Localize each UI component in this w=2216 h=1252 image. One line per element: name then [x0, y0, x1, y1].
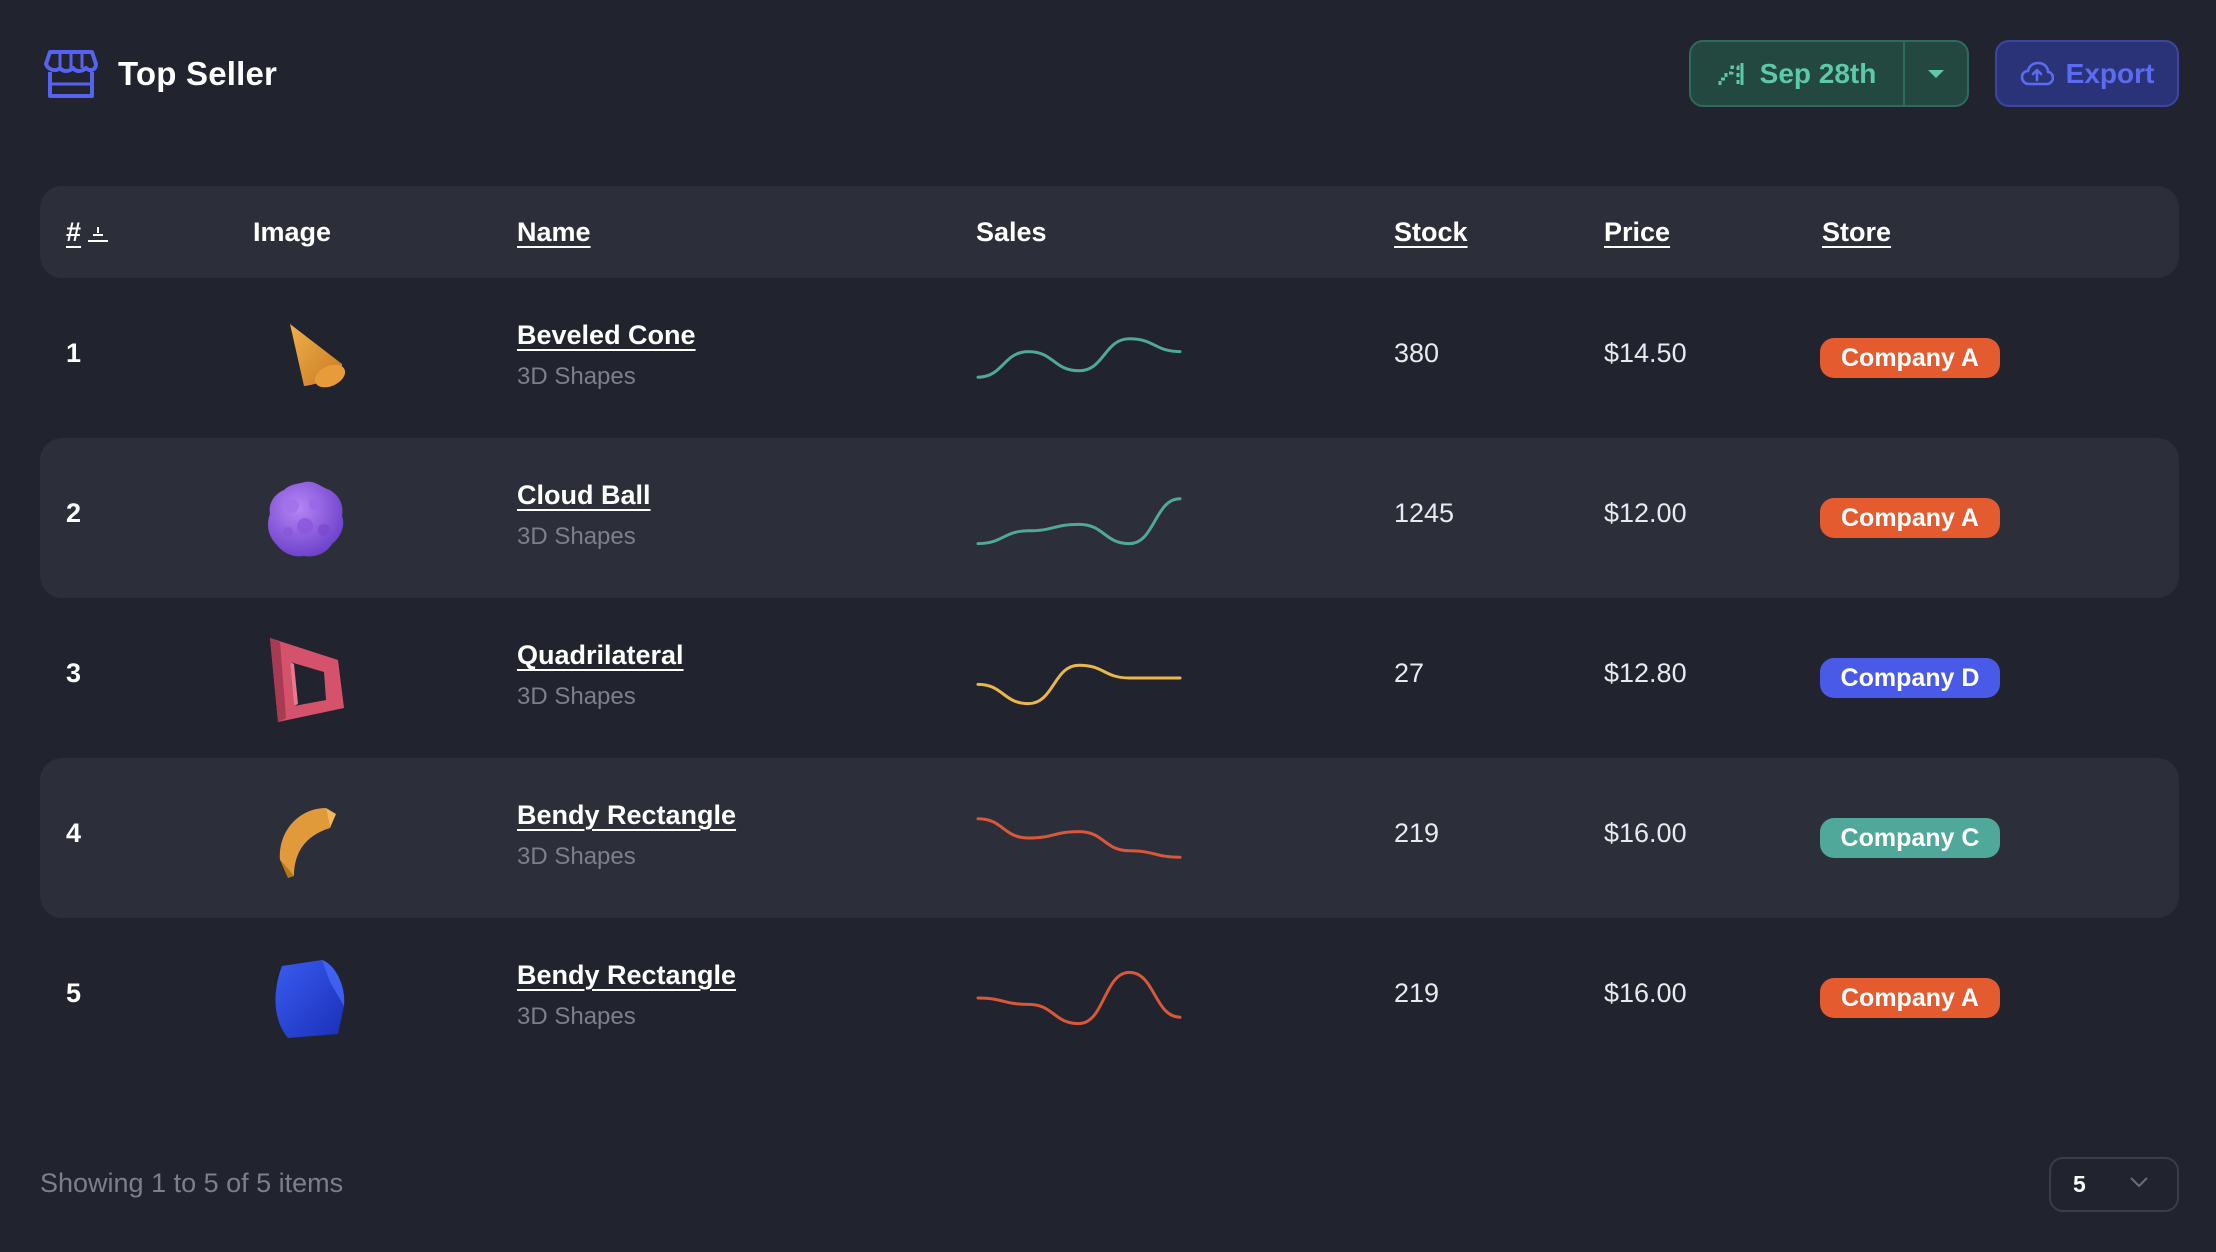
row-rank: 2	[66, 498, 82, 528]
store-icon	[44, 50, 98, 98]
stock-value: 1245	[1394, 498, 1455, 528]
row-rank: 1	[66, 338, 82, 368]
table-row[interactable]: 2 Cloud Ball 3D Shapes 1245 $12.00 Compa…	[40, 438, 2179, 598]
column-header-name[interactable]: Name	[517, 217, 591, 247]
sparkline-path	[976, 663, 1182, 706]
column-header-sales: Sales	[976, 217, 1047, 247]
pagination-summary: Showing 1 to 5 of 5 items	[40, 1168, 344, 1198]
date-dropdown-toggle[interactable]	[1903, 42, 1967, 105]
column-header-stock[interactable]: Stock	[1394, 217, 1468, 247]
store-badge: Company A	[1820, 338, 2000, 378]
product-category: 3D Shapes	[517, 523, 636, 550]
product-image-cube	[275, 960, 345, 1038]
price-value: $16.00	[1604, 818, 1687, 848]
column-header-price[interactable]: Price	[1604, 217, 1671, 247]
stock-value: 219	[1394, 818, 1440, 848]
page-title: Top Seller	[118, 55, 278, 92]
date-picker-button[interactable]: Sep 28th	[1689, 40, 1969, 107]
sales-sparkline	[976, 497, 1182, 546]
stock-value: 380	[1394, 338, 1440, 368]
product-image-cone	[290, 324, 346, 388]
top-seller-table: # Image Name Sales Stock Price Store 1 B…	[40, 186, 2179, 1078]
column-header-store[interactable]: Store	[1822, 217, 1892, 247]
table-row[interactable]: 1 Beveled Cone 3D Shapes 380 $14.50 Comp…	[40, 278, 2179, 438]
column-header-image: Image	[253, 217, 332, 247]
column-header-rank[interactable]: #	[66, 217, 109, 248]
page-size-select[interactable]: 5	[2049, 1157, 2179, 1212]
sparkline-path	[976, 497, 1182, 546]
stock-value: 219	[1394, 978, 1440, 1008]
product-name-link[interactable]: Cloud Ball	[517, 480, 651, 510]
date-button-main[interactable]: Sep 28th	[1691, 42, 1903, 105]
stock-value: 27	[1394, 658, 1425, 688]
export-button[interactable]: Export	[1995, 40, 2179, 107]
chevron-down-icon	[2130, 1177, 2148, 1188]
price-value: $16.00	[1604, 978, 1687, 1008]
caret-down-icon	[1928, 69, 1944, 78]
table-row[interactable]: 3 Quadrilateral 3D Shapes 27 $12.80 Comp…	[40, 598, 2179, 758]
product-name-link[interactable]: Beveled Cone	[517, 320, 696, 350]
date-label: Sep 28th	[1759, 57, 1877, 89]
row-rank: 4	[66, 818, 82, 848]
product-category: 3D Shapes	[517, 843, 636, 870]
sales-sparkline	[976, 970, 1182, 1026]
product-category: 3D Shapes	[517, 363, 636, 390]
sort-icon	[88, 227, 109, 242]
sparkline-path	[976, 970, 1182, 1026]
sales-sparkline	[976, 817, 1182, 859]
product-image-blob	[268, 481, 344, 557]
table-header: # Image Name Sales Stock Price Store	[40, 186, 2179, 278]
header: Top Seller Sep 28th Export	[40, 40, 2179, 108]
cloud-upload-icon	[2020, 61, 2054, 85]
price-value: $14.50	[1604, 338, 1687, 368]
product-name-link[interactable]: Bendy Rectangle	[517, 960, 737, 990]
page-size-value: 5	[2073, 1171, 2086, 1197]
row-rank: 3	[66, 658, 82, 688]
sparkline-path	[976, 337, 1182, 379]
product-category: 3D Shapes	[517, 1003, 636, 1030]
sales-sparkline	[976, 337, 1182, 379]
title-group: Top Seller	[44, 48, 277, 100]
store-badge: Company A	[1820, 498, 2000, 538]
product-name-link[interactable]: Bendy Rectangle	[517, 800, 737, 830]
table-row[interactable]: 5 Bendy Rectangle 3D Shapes 219 $16.00 C…	[40, 918, 2179, 1078]
product-image-arc	[279, 808, 336, 878]
sales-sparkline	[976, 663, 1182, 706]
row-rank: 5	[66, 978, 82, 1008]
export-label: Export	[2065, 57, 2155, 89]
store-badge: Company A	[1820, 978, 2000, 1018]
store-badge: Company D	[1820, 658, 2000, 698]
trend-icon	[1718, 62, 1744, 85]
table-row[interactable]: 4 Bendy Rectangle 3D Shapes 219 $16.00 C…	[40, 758, 2179, 918]
product-image-frame	[270, 638, 344, 722]
column-rank-label: #	[66, 217, 82, 247]
store-badge: Company C	[1820, 818, 2000, 858]
sparkline-path	[976, 817, 1182, 859]
price-value: $12.00	[1604, 498, 1687, 528]
price-value: $12.80	[1604, 658, 1687, 688]
product-name-link[interactable]: Quadrilateral	[517, 640, 684, 670]
product-category: 3D Shapes	[517, 683, 636, 710]
